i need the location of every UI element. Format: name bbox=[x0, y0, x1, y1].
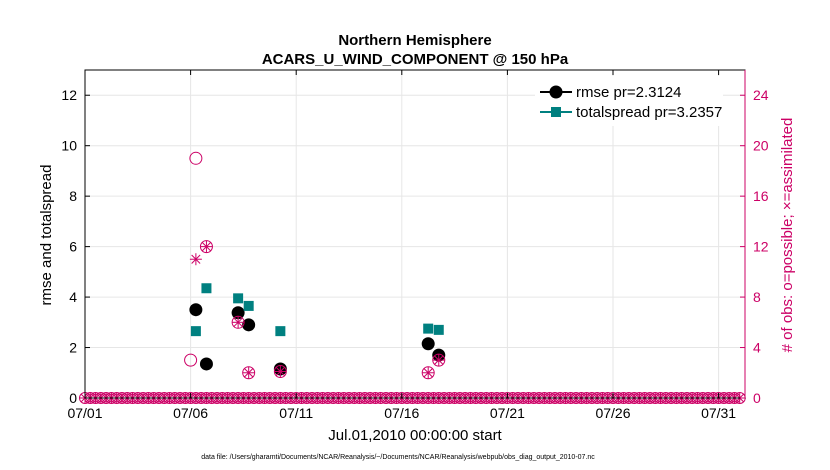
obs-assimilated-point bbox=[242, 366, 255, 379]
footnote-data-file: data file: /Users/gharamti/Documents/NCA… bbox=[201, 454, 595, 461]
legend: rmse pr=2.3124 totalspread pr=3.2357 bbox=[535, 76, 723, 126]
y-tick-label-right: 12 bbox=[753, 239, 769, 255]
obs-assimilated-point bbox=[200, 240, 213, 253]
totalspread-point bbox=[201, 283, 212, 294]
x-tick-label: 07/11 bbox=[279, 405, 313, 421]
legend-totalspread-marker bbox=[551, 107, 561, 117]
y-tick-label-left: 12 bbox=[61, 87, 77, 103]
legend-rmse-marker bbox=[549, 85, 563, 99]
y-tick-label-left: 4 bbox=[69, 289, 77, 305]
y-tick-label-left: 6 bbox=[69, 239, 77, 255]
x-axis-label: Jul.01,2010 00:00:00 start bbox=[328, 427, 502, 444]
y-tick-label-left: 8 bbox=[69, 188, 77, 204]
y-axis-label-left: rmse and totalspread bbox=[38, 165, 55, 306]
legend-totalspread-label: totalspread pr=3.2357 bbox=[576, 104, 722, 121]
obs-possible-point bbox=[189, 151, 203, 165]
rmse-point bbox=[421, 337, 435, 351]
obs-assimilated-point bbox=[189, 253, 202, 266]
rmse-point bbox=[189, 303, 203, 317]
obs-assimilated-point bbox=[232, 316, 245, 329]
x-tick-label: 07/26 bbox=[595, 405, 630, 421]
totalspread-point bbox=[243, 300, 254, 311]
rmse-point bbox=[242, 318, 256, 332]
totalspread-point bbox=[233, 293, 244, 304]
y-axis-label-right: # of obs: o=possible; ×=assimilated bbox=[779, 118, 796, 353]
y-tick-label-right: 24 bbox=[753, 87, 769, 103]
legend-rmse-label: rmse pr=2.3124 bbox=[576, 84, 681, 101]
rmse-point bbox=[231, 306, 245, 320]
y-tick-label-right: 0 bbox=[753, 390, 761, 406]
totalspread-point bbox=[423, 323, 434, 334]
y-tick-label-right: 4 bbox=[753, 340, 761, 356]
y-tick-label-left: 0 bbox=[69, 390, 77, 406]
y-tick-label-left: 2 bbox=[69, 340, 77, 356]
axis-ticks: 07/01 07/06 07/11 07/16 07/21 07/26 07/3102468… bbox=[61, 70, 769, 421]
x-tick-label: 07/16 bbox=[384, 405, 419, 421]
obs-assimilated-point bbox=[432, 354, 445, 367]
x-tick-label: 07/01 bbox=[67, 405, 102, 421]
x-tick-label: 07/31 bbox=[701, 405, 736, 421]
totalspread-point bbox=[275, 326, 286, 337]
totalspread-point bbox=[433, 324, 444, 335]
obs-assimilated-point bbox=[422, 366, 435, 379]
y-tick-label-right: 20 bbox=[753, 138, 769, 154]
obs-possible-point bbox=[184, 353, 198, 367]
y-tick-label-right: 8 bbox=[753, 289, 761, 305]
obs-assimilated-point bbox=[274, 365, 287, 378]
x-tick-label: 07/06 bbox=[173, 405, 208, 421]
totalspread-point bbox=[190, 326, 201, 337]
y-tick-label-right: 16 bbox=[753, 188, 769, 204]
data-markers bbox=[184, 151, 446, 380]
y-tick-label-left: 10 bbox=[61, 138, 77, 154]
x-tick-label: 07/21 bbox=[490, 405, 525, 421]
chart-title-line1: Northern Hemisphere bbox=[338, 32, 491, 49]
rmse-point bbox=[199, 357, 213, 371]
chart-title-line2: ACARS_U_WIND_COMPONENT @ 150 hPa bbox=[262, 51, 569, 68]
